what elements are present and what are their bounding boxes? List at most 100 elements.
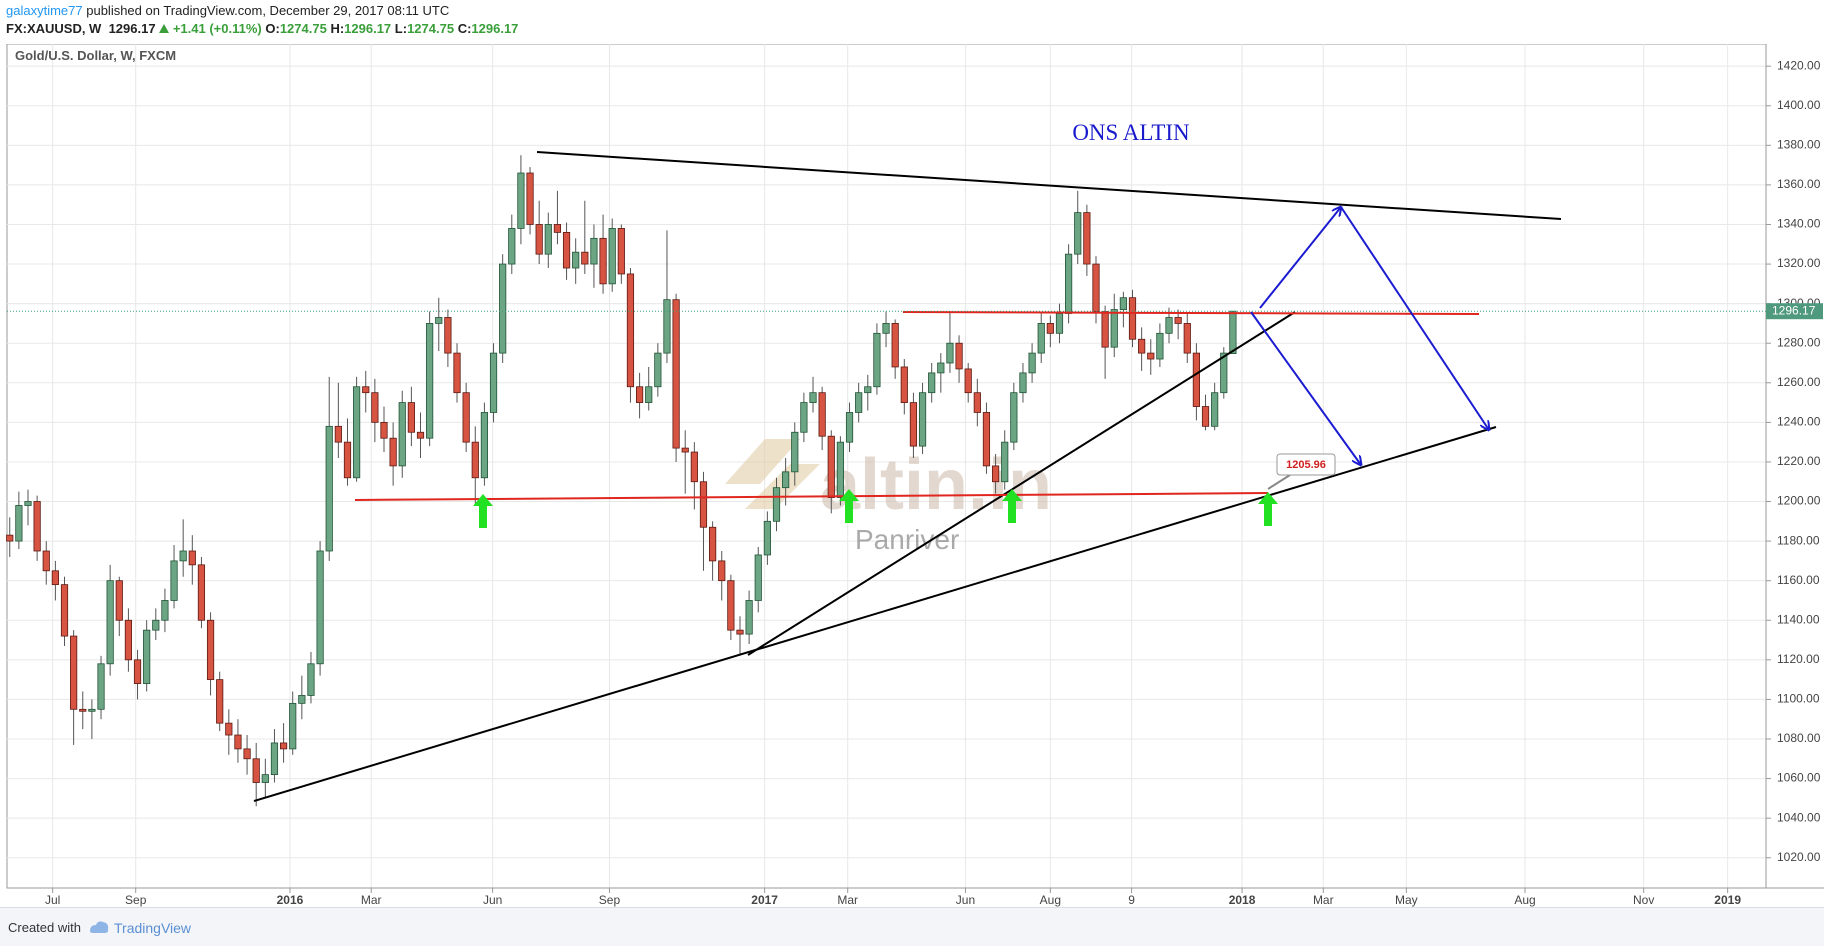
x-tick-label: 2019 [1714,893,1741,907]
candle-body [681,447,689,453]
candle-body [298,695,306,704]
x-tick-label: May [1395,893,1418,907]
y-tick-label: 1140.00 [1777,612,1820,626]
y-tick-label: 1180.00 [1777,533,1820,547]
projection-arrow [1250,311,1361,465]
l-value: 1274.75 [407,21,455,36]
x-tick-label: Sep [599,893,621,907]
x-tick-label: Sep [125,893,147,907]
projection-arrow [1259,207,1341,309]
candle-body [353,386,361,479]
candle-body [1028,352,1036,374]
candle-body [1174,317,1182,324]
projection-arrow [1340,206,1489,430]
candle-body [79,708,87,712]
candle-body [407,402,415,433]
candle-body [1092,263,1100,312]
candle-body [1229,310,1237,354]
x-tick-label: Aug [1514,893,1535,907]
l-label: L: [394,21,408,36]
y-tick-label: 1280.00 [1777,335,1821,349]
candle-body [6,534,14,542]
candle-body [453,352,461,394]
candle-body [1156,332,1164,360]
candle-body [1138,338,1146,354]
support-line [354,492,1269,501]
candle-body [946,342,954,364]
y-tick-label: 1340.00 [1777,217,1821,231]
candle-body [1201,406,1210,427]
candle-body [24,501,32,506]
candle-body [928,372,936,394]
candle-body [1019,372,1027,394]
candle-body [709,526,717,562]
candle-body [170,560,178,601]
candle-body [179,550,187,562]
candle-body [635,386,644,403]
x-tick-label: Jun [956,893,975,907]
created-with: Created with [8,920,81,935]
author[interactable]: galaxytime77 [6,3,83,18]
candle-body [60,584,69,637]
candle-body [1147,352,1155,360]
y-tick-label: 1400.00 [1777,98,1821,112]
candle-body [964,368,972,394]
candle-body [864,386,872,394]
callout-pointer [1267,474,1291,490]
y-tick-label: 1020.00 [1777,850,1821,864]
candle-body [553,224,562,233]
candle-body [270,742,279,776]
candle-body [444,317,452,354]
brand[interactable]: TradingView [114,920,192,936]
y-tick-label: 1200.00 [1777,494,1821,508]
trendline [253,426,1497,802]
o-label: O: [265,21,280,36]
h-label: H: [330,21,345,36]
candle-body [252,758,260,783]
candle-body [426,323,434,439]
last-price-label: 1296.17 [1772,303,1816,317]
watermark-text: altin.in [820,445,1052,525]
x-tick-label: Mar [837,893,858,907]
header: galaxytime77 published on TradingView.co… [0,0,1824,44]
y-tick-label: 1120.00 [1777,652,1820,666]
candle-body [1110,309,1118,348]
candle-body [70,635,78,710]
y-tick-label: 1220.00 [1777,454,1821,468]
candle-body [1220,352,1228,394]
y-tick-label: 1260.00 [1777,375,1821,389]
candle-body [124,619,132,661]
candle-body [88,708,96,712]
candle-body [325,425,333,552]
candle-body [161,600,169,621]
candle-body [234,734,242,750]
up-arrow [1258,492,1278,526]
c-label: C: [457,21,472,36]
y-tick-label: 1360.00 [1777,177,1821,191]
candle-body [590,237,598,265]
quote-line: FX:XAUUSD, W 1296.17 +1.41 (+0.11%) O:12… [6,21,518,36]
candle-body [225,722,233,736]
candle-body [699,481,708,528]
up-arrow [839,489,859,523]
candle-body [334,425,342,443]
x-tick-label: 9 [1128,893,1135,907]
footer: Created with TradingView [0,907,1824,946]
symbol: FX:XAUUSD, W [6,21,102,36]
candle-body [1211,392,1219,427]
x-tick-label: Mar [361,893,382,907]
o-value: 1274.75 [279,21,327,36]
candle-body [882,323,890,334]
candle-body [772,487,781,522]
candle-body [718,560,726,582]
candle-body [572,251,580,269]
candle-body [380,421,388,439]
candle-body [143,629,151,684]
candle-body [955,342,963,370]
candle-body [1055,313,1064,334]
drawings: 1205.96 ONS ALTIN [253,120,1562,802]
candle-body [617,228,625,275]
candle-body [982,412,991,467]
c-value: 1296.17 [471,21,519,36]
up-arrow [473,494,493,528]
